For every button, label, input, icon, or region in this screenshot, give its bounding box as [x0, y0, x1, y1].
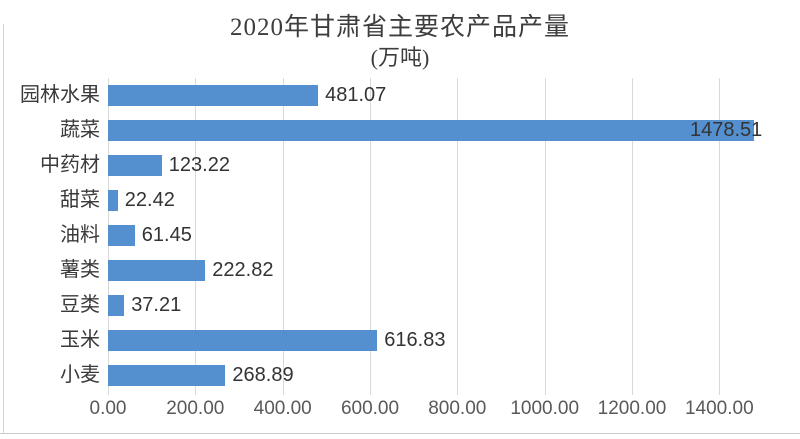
chart-title-block: 2020年甘肃省主要农产品产量 (万吨) [0, 12, 800, 72]
chart-title: 2020年甘肃省主要农产品产量 [229, 14, 570, 41]
bar [108, 295, 125, 316]
value-label: 616.83 [384, 329, 446, 351]
bar-row: 616.83 [108, 323, 763, 358]
bar-row: 61.45 [108, 218, 763, 253]
bar [108, 85, 319, 106]
bar [108, 120, 754, 141]
category-label: 甜菜 [60, 189, 100, 211]
x-tick-label: 400.00 [253, 398, 312, 419]
gridline [195, 78, 197, 395]
bar-row: 268.89 [108, 358, 763, 393]
x-tick-label: 1400.00 [684, 398, 754, 419]
bottom-edge-line [0, 433, 800, 434]
category-label: 薯类 [60, 259, 100, 281]
left-edge-line [3, 24, 4, 434]
category-label: 玉米 [60, 329, 100, 351]
value-label: 123.22 [168, 154, 230, 176]
gridline [457, 78, 459, 395]
value-label: 481.07 [325, 84, 387, 106]
bar [108, 365, 226, 386]
x-tick-label: 800.00 [428, 398, 487, 419]
gridline [719, 78, 721, 395]
bar-row: 222.82 [108, 253, 763, 288]
bar-row: 37.21 [108, 288, 763, 323]
category-label: 园林水果 [20, 84, 100, 106]
bar-row: 1478.51 [108, 113, 763, 148]
plot-area: 481.07 1478.51 123.22 22.42 61.45 222.82 37.21… [108, 78, 763, 395]
value-label: 222.82 [212, 259, 274, 281]
category-label: 蔬菜 [60, 119, 100, 141]
bar-row: 481.07 [108, 78, 763, 113]
value-label: 61.45 [141, 224, 192, 246]
category-label: 中药材 [40, 154, 100, 176]
category-label: 小麦 [60, 364, 100, 386]
gridline [282, 78, 284, 395]
x-tick-label: 0.00 [89, 398, 127, 419]
chart-subtitle: (万吨) [370, 45, 430, 70]
x-tick-label: 600.00 [340, 398, 400, 419]
value-label: 37.21 [131, 294, 182, 316]
bar [108, 330, 378, 351]
bar [108, 155, 162, 176]
bar-row: 22.42 [108, 183, 763, 218]
gridline [544, 78, 546, 395]
value-label: 22.42 [124, 189, 175, 211]
category-label: 豆类 [60, 294, 100, 316]
value-label: 1478.51 [690, 119, 763, 141]
bar [108, 260, 206, 281]
x-tick-label: 1000.00 [510, 398, 580, 419]
value-label: 268.89 [232, 364, 294, 386]
category-label: 油料 [60, 224, 100, 246]
gridline [632, 78, 633, 395]
x-tick-label: 200.00 [166, 398, 225, 419]
x-tick-label: 1200.00 [597, 398, 667, 419]
bar [108, 190, 118, 211]
bar-row: 123.22 [108, 148, 763, 183]
gridline [370, 78, 371, 395]
bar [108, 225, 135, 246]
